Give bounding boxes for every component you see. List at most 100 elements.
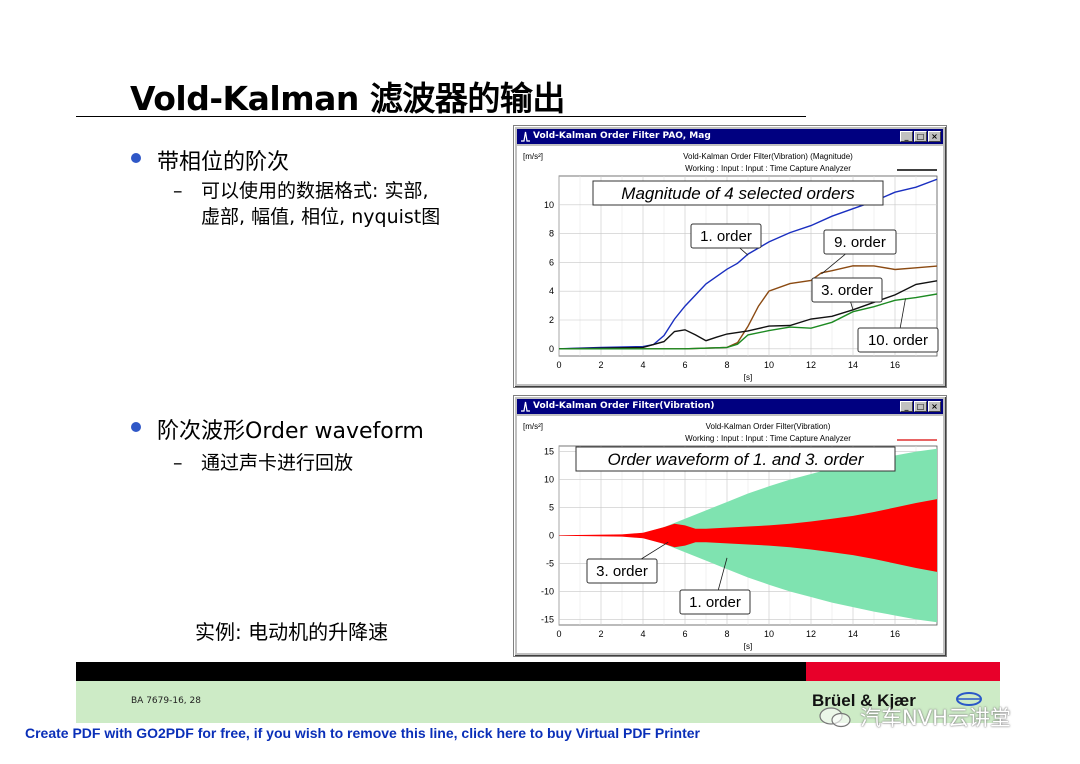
company-logo: Brüel & Kjær — [812, 691, 916, 710]
chart-header-line: Working : Input : Input : Time Capture A… — [685, 434, 851, 443]
title-underline — [76, 116, 806, 117]
pdf-printer-link[interactable]: Create PDF with GO2PDF for free, if you … — [25, 725, 701, 741]
dash-marker: – — [173, 180, 183, 202]
callout-9-order-text: 9. order — [834, 234, 886, 251]
y-tick-label: 8 — [549, 229, 554, 239]
x-tick-label: 10 — [764, 360, 774, 370]
globe-logo-icon — [956, 692, 982, 706]
x-tick-label: 2 — [598, 360, 603, 370]
example-caption: 实例: 电动机的升降速 — [195, 620, 389, 644]
bullet-text: 带相位的阶次 — [157, 150, 290, 175]
callout-3-order-box — [811, 277, 883, 303]
y-tick-label: -15 — [541, 614, 554, 624]
x-tick-label: 0 — [556, 629, 561, 639]
y-tick-label: 6 — [549, 257, 554, 267]
close-button[interactable]: × — [928, 131, 941, 142]
maximize-button[interactable]: □ — [914, 131, 927, 142]
x-tick-label: 14 — [848, 360, 858, 370]
x-tick-label: 14 — [848, 629, 858, 639]
main-annotation-box — [592, 180, 884, 206]
magnitude-chart-svg: [m/s²] Vold-Kalman Order Filter(Vibration… — [523, 152, 939, 382]
sub-bullet-line: 可以使用的数据格式: 实部, — [201, 180, 429, 202]
sub-bullet-playback: – 通过声卡进行回放 — [173, 450, 354, 476]
main-annotation-text: Order waveform of 1. and 3. order — [607, 450, 864, 469]
y-tick-label: 15 — [544, 447, 554, 457]
x-tick-label: 12 — [806, 629, 816, 639]
series-line-10-order — [559, 293, 937, 350]
callout-3-order-text: 3. order — [596, 563, 648, 580]
wechat-icon — [819, 707, 851, 728]
x-tick-label: 4 — [640, 360, 645, 370]
footer-black-band — [76, 662, 806, 681]
x-tick-label: 16 — [890, 629, 900, 639]
bullet-text: 阶次波形Order waveform — [157, 419, 424, 444]
callout-1-order-text: 1. order — [689, 594, 741, 611]
plot-series-group — [559, 448, 937, 623]
x-tick-label: 6 — [682, 629, 687, 639]
callout-3-order-box — [586, 558, 658, 584]
minimize-button[interactable]: _ — [900, 131, 913, 142]
y-tick-label: 0 — [549, 531, 554, 541]
chart-header-line: Vold-Kalman Order Filter(Vibration) (Mag… — [683, 152, 853, 161]
series-area-3-order — [559, 499, 937, 572]
x-tick-label: 8 — [724, 360, 729, 370]
window-titlebar[interactable]: Vold-Kalman Order Filter(Vibration) _ □ … — [517, 399, 943, 414]
x-tick-label: 12 — [806, 360, 816, 370]
x-tick-label: 8 — [724, 629, 729, 639]
dash-marker: – — [173, 452, 183, 474]
window-title: Vold-Kalman Order Filter(Vibration) — [533, 401, 715, 411]
x-tick-label: 4 — [640, 629, 645, 639]
magnitude-chart-window[interactable]: Vold-Kalman Order Filter PAO, Mag _ □ × … — [513, 125, 947, 388]
unit-label: [m/s²] — [523, 152, 543, 161]
x-tick-label: 10 — [764, 629, 774, 639]
x-tick-label: 6 — [682, 360, 687, 370]
y-tick-label: 10 — [544, 475, 554, 485]
sub-bullet-data-formats: – 可以使用的数据格式: 实部, 虚部, 幅值, 相位, nyquist图 — [173, 178, 441, 230]
main-annotation-box — [575, 446, 896, 472]
main-annotation-text: Magnitude of 4 selected orders — [621, 184, 855, 203]
callout-1-order-box — [679, 589, 751, 615]
y-tick-label: 5 — [549, 503, 554, 513]
sub-bullet-line: 通过声卡进行回放 — [201, 452, 354, 474]
sub-bullet-line: 虚部, 幅值, 相位, nyquist图 — [201, 206, 441, 228]
callout-1-order-text: 1. order — [700, 228, 752, 245]
close-button[interactable]: × — [928, 401, 941, 412]
callout-9-order-box — [823, 229, 897, 255]
footer-red-band — [806, 662, 1000, 681]
slide-title: Vold-Kalman 滤波器的输出 — [130, 79, 565, 118]
chart-area: [m/s²] Vold-Kalman Order Filter(Vibration… — [517, 146, 943, 384]
x-tick-label: 2 — [598, 629, 603, 639]
y-tick-label: 4 — [549, 286, 554, 296]
bullet-phase-orders: 带相位的阶次 — [131, 144, 290, 176]
callout-1-order-box — [690, 223, 762, 249]
slide-code: BA 7679-16, 28 — [131, 696, 201, 706]
minimize-button[interactable]: _ — [900, 401, 913, 412]
callout-10-order-box — [857, 327, 939, 353]
bullet-dot — [131, 153, 141, 163]
y-tick-label: 2 — [549, 315, 554, 325]
chart-area: [m/s²] Vold-Kalman Order Filter(Vibration… — [517, 416, 943, 653]
x-axis-label: [s] — [744, 642, 752, 651]
callout-3-order-text: 3. order — [821, 282, 873, 299]
y-tick-label: 0 — [549, 344, 554, 354]
x-axis-label: [s] — [744, 373, 752, 382]
analyzer-app-icon — [521, 401, 530, 412]
x-tick-label: 16 — [890, 360, 900, 370]
bullet-order-waveform: 阶次波形Order waveform — [131, 413, 424, 445]
waveform-chart-window[interactable]: Vold-Kalman Order Filter(Vibration) _ □ … — [513, 395, 947, 657]
chart-header-line: Working : Input : Input : Time Capture A… — [685, 164, 851, 173]
y-tick-label: -5 — [546, 558, 554, 568]
x-tick-label: 0 — [556, 360, 561, 370]
window-titlebar[interactable]: Vold-Kalman Order Filter PAO, Mag _ □ × — [517, 129, 943, 144]
window-title: Vold-Kalman Order Filter PAO, Mag — [533, 131, 711, 141]
callout-10-order-text: 10. order — [868, 332, 928, 349]
chart-header-line: Vold-Kalman Order Filter(Vibration) — [706, 422, 831, 431]
unit-label: [m/s²] — [523, 422, 543, 431]
analyzer-app-icon — [521, 131, 530, 142]
maximize-button[interactable]: □ — [914, 401, 927, 412]
y-tick-label: -10 — [541, 586, 554, 596]
watermark-text: 汽车NVH云讲堂 — [860, 706, 1011, 730]
y-tick-label: 10 — [544, 200, 554, 210]
waveform-chart-svg: [m/s²] Vold-Kalman Order Filter(Vibration… — [523, 422, 938, 651]
bullet-dot — [131, 422, 141, 432]
